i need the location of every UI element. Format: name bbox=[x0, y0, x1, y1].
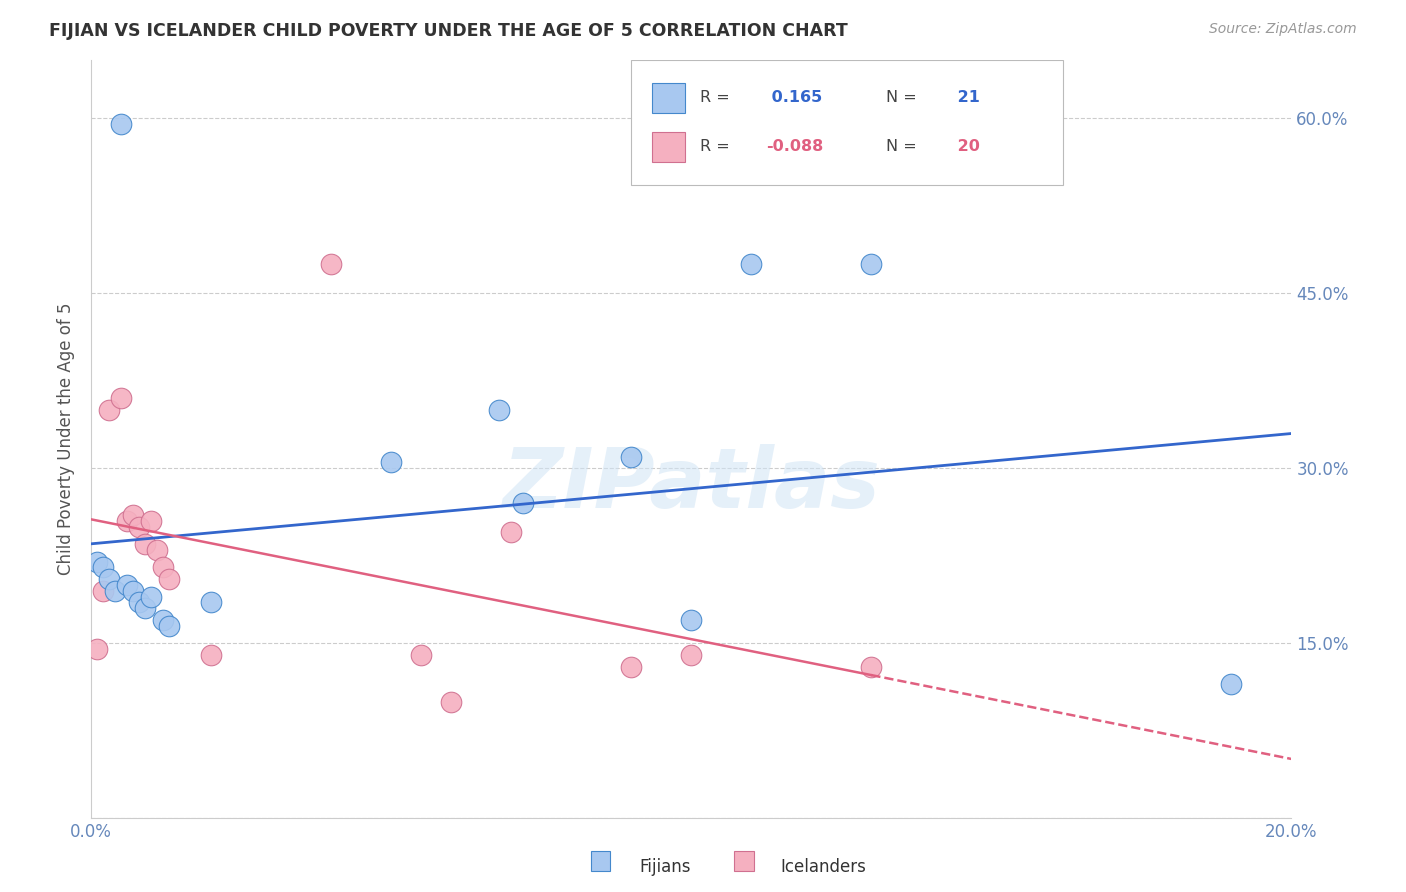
Text: ZIPatlas: ZIPatlas bbox=[502, 444, 880, 525]
FancyBboxPatch shape bbox=[652, 83, 685, 112]
Point bbox=[122, 508, 145, 522]
FancyBboxPatch shape bbox=[652, 132, 685, 162]
Text: Icelanders: Icelanders bbox=[780, 858, 866, 876]
Point bbox=[200, 595, 222, 609]
Point bbox=[128, 519, 150, 533]
Point bbox=[98, 572, 121, 586]
Point bbox=[98, 402, 121, 417]
Point bbox=[86, 642, 108, 657]
Point bbox=[1220, 677, 1243, 691]
Point bbox=[681, 648, 703, 662]
Text: 20: 20 bbox=[952, 139, 980, 154]
Text: N =: N = bbox=[886, 139, 917, 154]
Point bbox=[110, 391, 132, 405]
Point bbox=[134, 601, 156, 615]
Text: 0.165: 0.165 bbox=[766, 90, 823, 105]
Point bbox=[86, 555, 108, 569]
Point bbox=[620, 450, 643, 464]
Y-axis label: Child Poverty Under the Age of 5: Child Poverty Under the Age of 5 bbox=[58, 302, 75, 575]
Point bbox=[152, 560, 174, 574]
Text: -0.088: -0.088 bbox=[766, 139, 823, 154]
Point bbox=[860, 659, 883, 673]
Point bbox=[110, 117, 132, 131]
Text: N =: N = bbox=[886, 90, 917, 105]
Point bbox=[115, 514, 138, 528]
Point bbox=[488, 402, 510, 417]
Bar bbox=[591, 851, 610, 871]
Point bbox=[122, 583, 145, 598]
Point bbox=[91, 583, 114, 598]
Point bbox=[146, 543, 169, 558]
Point bbox=[115, 578, 138, 592]
Text: 21: 21 bbox=[952, 90, 980, 105]
Point bbox=[141, 514, 163, 528]
Point bbox=[681, 613, 703, 627]
Text: R =: R = bbox=[700, 90, 730, 105]
Point bbox=[512, 496, 534, 510]
Point bbox=[380, 455, 402, 469]
Text: R =: R = bbox=[700, 139, 730, 154]
Point bbox=[411, 648, 433, 662]
Point bbox=[620, 659, 643, 673]
Point bbox=[128, 595, 150, 609]
Text: Source: ZipAtlas.com: Source: ZipAtlas.com bbox=[1209, 22, 1357, 37]
Text: Fijians: Fijians bbox=[640, 858, 692, 876]
Point bbox=[740, 257, 762, 271]
Text: FIJIAN VS ICELANDER CHILD POVERTY UNDER THE AGE OF 5 CORRELATION CHART: FIJIAN VS ICELANDER CHILD POVERTY UNDER … bbox=[49, 22, 848, 40]
Point bbox=[152, 613, 174, 627]
Point bbox=[141, 590, 163, 604]
Point bbox=[157, 619, 180, 633]
Point bbox=[501, 525, 523, 540]
Point bbox=[440, 695, 463, 709]
Point bbox=[321, 257, 343, 271]
Point bbox=[157, 572, 180, 586]
Point bbox=[860, 257, 883, 271]
Bar bbox=[734, 851, 754, 871]
Point bbox=[104, 583, 127, 598]
Point bbox=[134, 537, 156, 551]
Point bbox=[200, 648, 222, 662]
FancyBboxPatch shape bbox=[631, 60, 1063, 185]
Point bbox=[91, 560, 114, 574]
